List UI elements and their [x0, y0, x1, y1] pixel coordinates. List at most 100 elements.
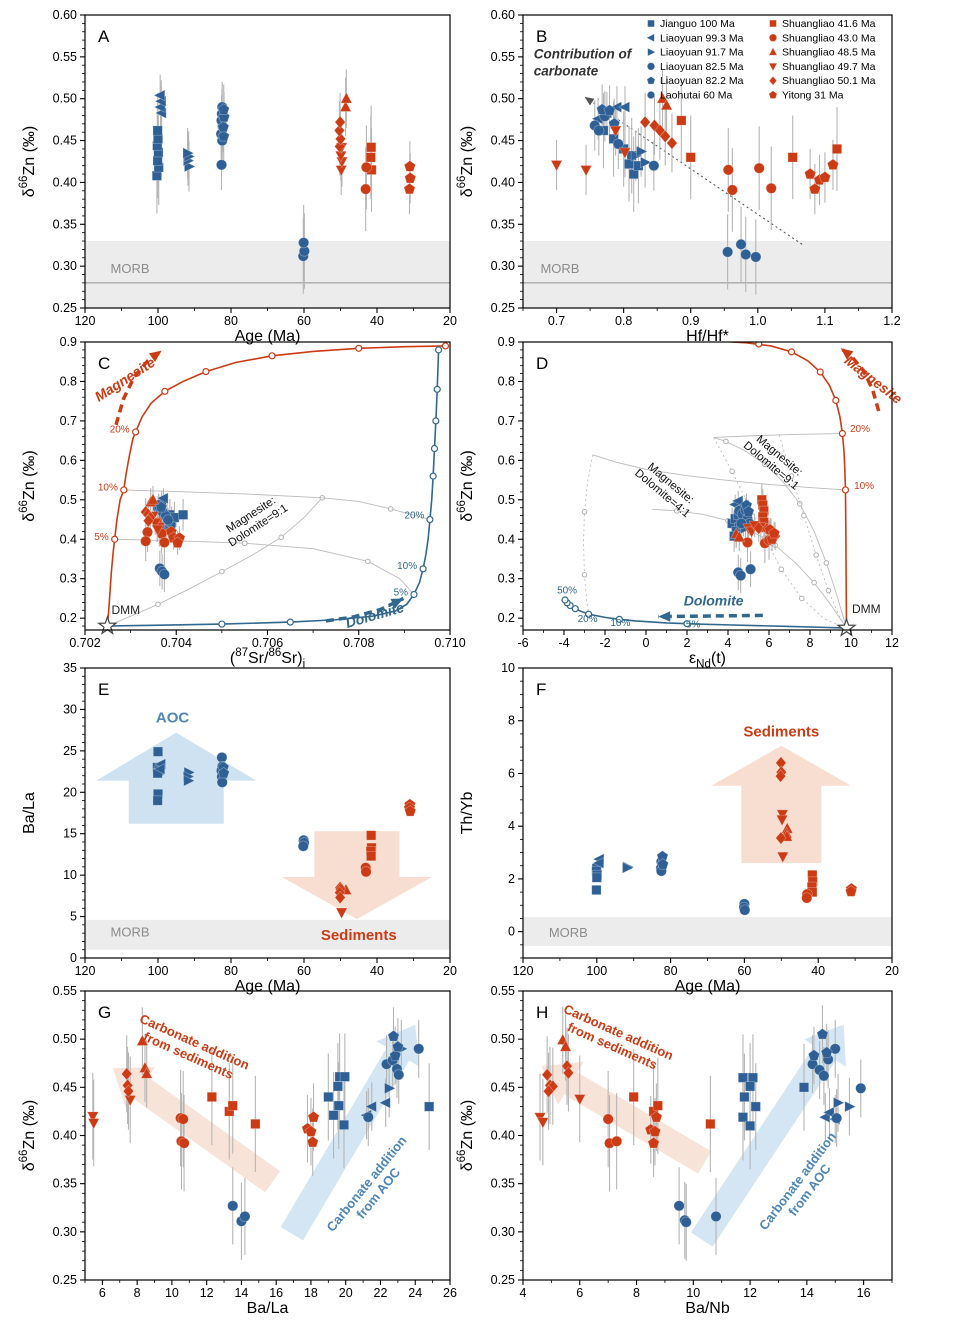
y-axis-label: δ66Zn (‰) — [18, 126, 38, 197]
x-tick-label: 20 — [443, 964, 457, 978]
x-tick-label: 0.7 — [548, 314, 565, 328]
panel-letter-A: A — [98, 27, 110, 46]
y-tick-label: 0.55 — [491, 50, 515, 64]
x-axis-label: Hf/Hf* — [686, 328, 729, 345]
y-tick-label: 0.2 — [498, 611, 515, 625]
legend-item-yitong: Yitong 31 Ma — [768, 90, 844, 102]
series-s416 — [676, 115, 843, 163]
morb-band — [85, 919, 450, 950]
y-tick-label: 0.5 — [60, 493, 77, 507]
x-tick-label: 16 — [857, 1286, 871, 1300]
series-s501 — [333, 115, 347, 154]
series-laohutai — [738, 898, 751, 916]
mixing-tick — [419, 565, 427, 573]
legend-label: Shuangliao 49.7 Ma — [782, 61, 876, 73]
series-liao822 — [152, 498, 168, 513]
annotation-text: Contribution of carbonate — [534, 47, 633, 79]
x-tick-label: 120 — [75, 964, 96, 978]
x-tick-label: 8 — [633, 1286, 640, 1300]
mixing-tick — [841, 486, 850, 494]
series-liao822 — [807, 1028, 833, 1061]
annotation-text: MORB — [549, 925, 588, 940]
y-tick-label: 0.35 — [491, 1177, 515, 1191]
panel-letter-B: B — [536, 27, 547, 46]
legend-item-liao825: Liaoyuan 82.5 Ma — [646, 61, 744, 73]
y-tick-label: 0.40 — [491, 175, 515, 189]
x-tick-label: 120 — [513, 964, 534, 978]
series-s485 — [339, 91, 353, 112]
trend-arrow — [711, 745, 852, 864]
legend-item-s485: Shuangliao 48.5 Ma — [768, 47, 876, 59]
y-tick-label: 0.7 — [498, 414, 515, 428]
x-tick-label: 0.708 — [343, 636, 374, 650]
y-tick-label: 0.2 — [60, 611, 77, 625]
annotation-text: Dolomite — [684, 593, 744, 609]
trend-arrow — [96, 732, 257, 824]
y-tick-label: 0.40 — [53, 1129, 77, 1143]
series-s430 — [722, 162, 777, 196]
series-laohutai — [297, 237, 310, 262]
mixing-tick — [615, 615, 623, 623]
mixing-tick — [218, 620, 226, 628]
series-s501 — [121, 1067, 135, 1098]
mixing-curve-gray — [583, 454, 594, 614]
mixing-curve-gray — [322, 497, 431, 520]
legend-item-s416: Shuangliao 41.6 Ma — [769, 18, 876, 30]
x-tick-label: 26 — [443, 1286, 457, 1300]
trend-arrow — [280, 1024, 420, 1241]
annotation-text: MORB — [111, 924, 150, 939]
legend-label: Shuangliao 43.0 Ma — [782, 32, 876, 44]
x-tick-label: 1.1 — [816, 314, 833, 328]
y-tick-label: 0.35 — [53, 217, 77, 231]
x-tick-label: 12 — [885, 636, 899, 650]
axes: 0.7 0.8 0.9 1.0 1.1 1.2 0.25 0.30 0.35 0.40 0.45 0.… — [491, 8, 901, 328]
mixing-tick — [832, 396, 840, 404]
y-tick-label: 0.55 — [53, 50, 77, 64]
series-yitong — [804, 158, 839, 195]
legend-label: Shuangliao 48.5 Ma — [782, 47, 876, 59]
panel-F-plot-area — [523, 745, 892, 947]
annotation-text: 20% — [404, 511, 424, 522]
x-tick-label: 0.710 — [434, 636, 465, 650]
series-liao917 — [622, 861, 635, 874]
y-axis-label: δ66Zn (‰) — [18, 1100, 38, 1171]
mixing-tick — [723, 438, 729, 445]
data-points — [151, 89, 417, 262]
y-tick-label: 2 — [508, 872, 515, 886]
panel-C-plot-area — [106, 342, 450, 628]
y-tick-label: 0.25 — [53, 1273, 77, 1287]
y-axis-label: δ66Zn (‰) — [456, 1100, 476, 1171]
series-laohutai — [227, 1200, 251, 1227]
y-tick-label: 0.6 — [498, 453, 515, 467]
legend: Jianguo 100 Ma Liaoyuan 99.3 Ma Liaoyuan 9… — [645, 18, 876, 102]
series-s485 — [136, 1034, 153, 1079]
x-tick-label: -2 — [599, 636, 610, 650]
x-tick-label: -6 — [517, 636, 528, 650]
x-tick-label: 4 — [520, 1286, 527, 1300]
mixing-tick — [155, 601, 161, 608]
y-tick-label: 0.60 — [491, 8, 515, 22]
mixing-curve-gray — [713, 437, 847, 629]
panel-G-plot-area — [112, 1024, 420, 1241]
x-axis-label: (87Sr/86Sr)i — [230, 647, 305, 671]
axes: 6 8 10 12 14 16 18 20 22 24 26 0.25 0.30 0.35 0.40 0.45… — [53, 984, 457, 1300]
annotation-text: Sediments — [743, 724, 819, 741]
mixing-tick — [813, 552, 819, 558]
mixing-tick — [823, 560, 830, 566]
x-tick-label: 16 — [269, 1286, 283, 1300]
legend-label: Shuangliao 50.1 Ma — [782, 75, 876, 87]
annotation-text: AOC — [156, 710, 190, 727]
series-jianguo — [591, 863, 603, 896]
x-tick-label: 8 — [134, 1286, 141, 1300]
series-s416 — [365, 142, 377, 175]
mixing-tick — [571, 605, 579, 613]
y-tick-label: 4 — [508, 819, 515, 833]
legend-item-jianguo: Jianguo 100 Ma — [647, 18, 735, 30]
y-tick-label: 25 — [63, 744, 77, 758]
series-jianguo — [323, 1071, 435, 1130]
y-tick-label: 0.8 — [498, 374, 515, 388]
series-yitong — [644, 1110, 663, 1149]
x-tick-label: 22 — [374, 1286, 388, 1300]
y-axis-label: Th/Yb — [459, 792, 476, 835]
panel-D-plot-area — [561, 342, 881, 629]
